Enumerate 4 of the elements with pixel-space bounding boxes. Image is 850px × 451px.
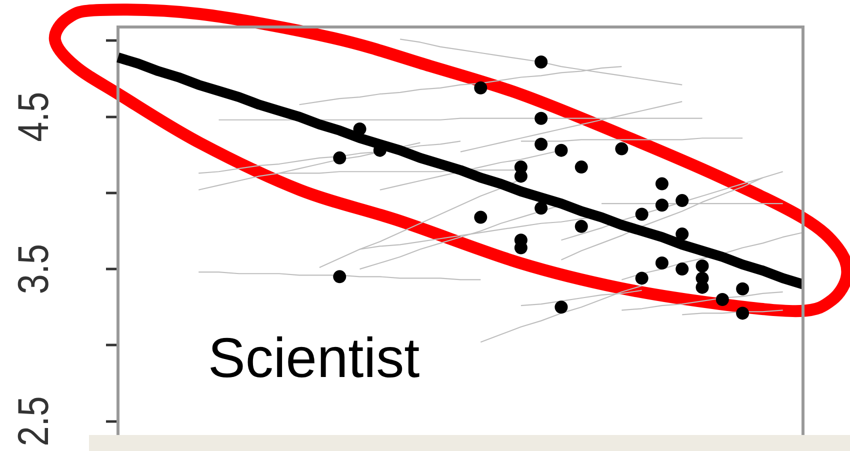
annotation: Scientist xyxy=(208,326,420,389)
y-tick-label: 2.5 xyxy=(10,396,58,446)
y-tick-label: 3.5 xyxy=(10,244,58,294)
y-tick-label: 4.5 xyxy=(10,92,58,142)
